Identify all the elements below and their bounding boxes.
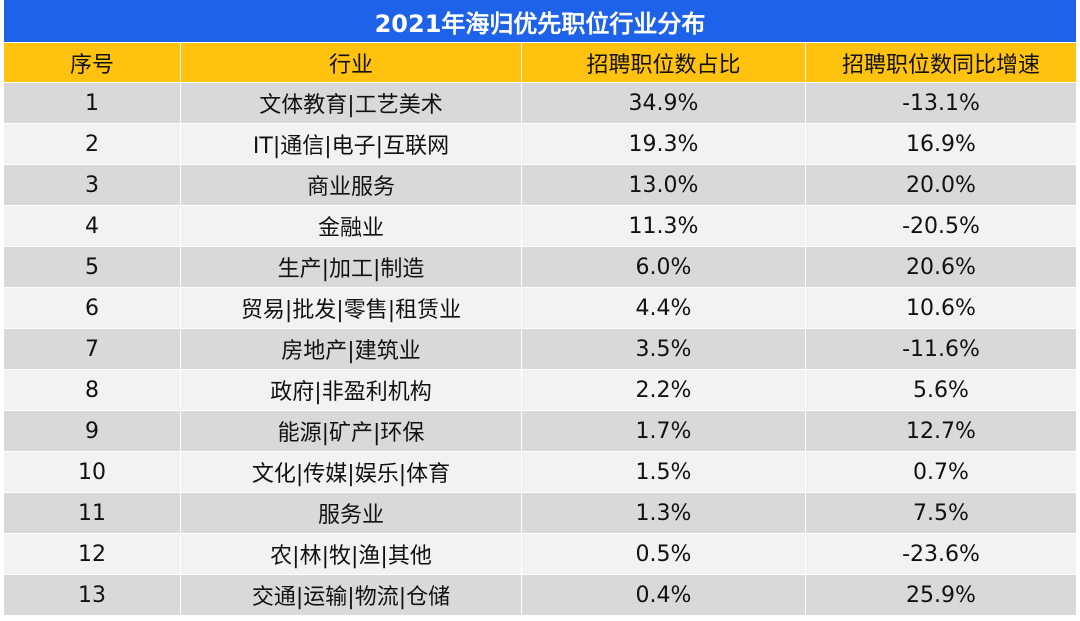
table-row: 1 文体教育|工艺美术 34.9% -13.1% (4, 83, 1076, 124)
cell-index: 11 (4, 493, 181, 533)
cell-index: 10 (4, 452, 181, 492)
table-row: 4 金融业 11.3% -20.5% (4, 206, 1076, 247)
cell-growth: 12.7% (906, 418, 976, 444)
table-row: 3 商业服务 13.0% 20.0% (4, 165, 1076, 206)
cell-index: 4 (4, 206, 181, 246)
table-row: 10 文化|传媒|娱乐|体育 1.5% 0.7% (4, 452, 1076, 493)
cell-index: 8 (4, 370, 181, 410)
table-row: 2 IT|通信|电子|互联网 19.3% 16.9% (4, 124, 1076, 165)
cell-share: 11.3% (522, 206, 806, 246)
cell-share: 0.5% (522, 534, 806, 574)
cell-industry: 能源|矿产|环保 (181, 411, 522, 451)
cell-index: 9 (4, 411, 181, 451)
table-title: 2021年海归优先职位行业分布 (4, 0, 1076, 43)
table-body: 1 文体教育|工艺美术 34.9% -13.1% 2 IT|通信|电子|互联网 19.3% 1… (4, 83, 1076, 616)
cell-growth: -20.5% (902, 213, 980, 239)
header-share: 招聘职位数占比 (522, 43, 806, 82)
cell-index: 13 (4, 575, 181, 615)
cell-growth: -13.1% (902, 90, 980, 116)
cell-share: 6.0% (522, 247, 806, 287)
header-industry: 行业 (181, 43, 522, 82)
cell-index: 7 (4, 329, 181, 369)
cell-growth: 20.6% (906, 254, 976, 280)
cell-share: 3.5% (522, 329, 806, 369)
cell-growth: -23.6% (902, 541, 980, 567)
cell-industry: 文化|传媒|娱乐|体育 (181, 452, 522, 492)
cell-industry: 商业服务 (181, 165, 522, 205)
cell-share: 1.3% (522, 493, 806, 533)
table-row: 8 政府|非盈利机构 2.2% 5.6% (4, 370, 1076, 411)
industry-table: 2021年海归优先职位行业分布 序号 行业 招聘职位数占比 招聘职位数同比增速 … (4, 0, 1076, 616)
cell-share: 0.4% (522, 575, 806, 615)
table-row: 9 能源|矿产|环保 1.7% 12.7% (4, 411, 1076, 452)
cell-industry: 金融业 (181, 206, 522, 246)
table-row: 13 交通|运输|物流|仓储 0.4% 25.9% (4, 575, 1076, 616)
cell-industry: 生产|加工|制造 (181, 247, 522, 287)
cell-index: 2 (4, 124, 181, 164)
table-row: 6 贸易|批发|零售|租赁业 4.4% 10.6% (4, 288, 1076, 329)
cell-share: 1.5% (522, 452, 806, 492)
cell-share: 19.3% (522, 124, 806, 164)
cell-share: 2.2% (522, 370, 806, 410)
cell-growth: -11.6% (902, 336, 980, 362)
header-index: 序号 (4, 43, 181, 82)
cell-industry: 贸易|批发|零售|租赁业 (181, 288, 522, 328)
cell-growth: 25.9% (906, 582, 976, 608)
cell-industry: 服务业 (181, 493, 522, 533)
cell-growth: 5.6% (913, 377, 969, 403)
cell-index: 3 (4, 165, 181, 205)
cell-growth: 7.5% (913, 500, 969, 526)
header-growth: 招聘职位数同比增速 (841, 52, 1040, 78)
table-row: 11 服务业 1.3% 7.5% (4, 493, 1076, 534)
cell-share: 34.9% (522, 83, 806, 123)
cell-industry: 农|林|牧|渔|其他 (181, 534, 522, 574)
table-row: 5 生产|加工|制造 6.0% 20.6% (4, 247, 1076, 288)
cell-share: 1.7% (522, 411, 806, 451)
cell-share: 13.0% (522, 165, 806, 205)
cell-industry: 文体教育|工艺美术 (181, 83, 522, 123)
cell-growth: 10.6% (906, 295, 976, 321)
table-header-row: 序号 行业 招聘职位数占比 招聘职位数同比增速 (4, 43, 1076, 83)
cell-share: 4.4% (522, 288, 806, 328)
cell-industry: 交通|运输|物流|仓储 (181, 575, 522, 615)
cell-industry: 房地产|建筑业 (181, 329, 522, 369)
cell-growth: 20.0% (906, 172, 976, 198)
cell-index: 12 (4, 534, 181, 574)
cell-index: 6 (4, 288, 181, 328)
cell-growth: 0.7% (913, 459, 969, 485)
table-row: 7 房地产|建筑业 3.5% -11.6% (4, 329, 1076, 370)
cell-index: 5 (4, 247, 181, 287)
cell-growth: 16.9% (906, 131, 976, 157)
cell-industry: 政府|非盈利机构 (181, 370, 522, 410)
table-row: 12 农|林|牧|渔|其他 0.5% -23.6% (4, 534, 1076, 575)
cell-index: 1 (4, 83, 181, 123)
cell-industry: IT|通信|电子|互联网 (181, 124, 522, 164)
